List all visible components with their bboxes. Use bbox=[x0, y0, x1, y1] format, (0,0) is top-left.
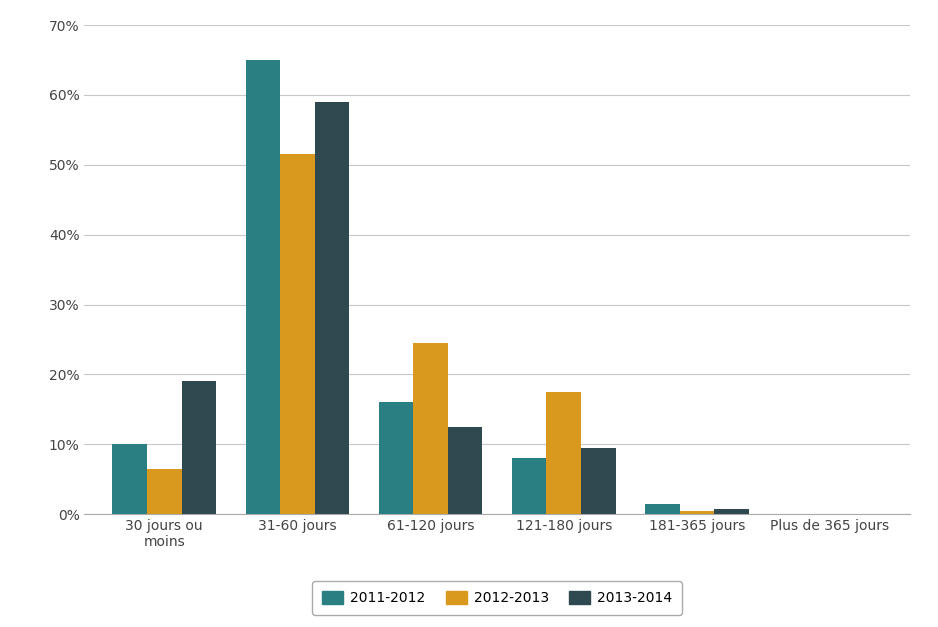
Bar bbox=[315, 102, 349, 514]
Bar bbox=[379, 403, 414, 514]
Bar bbox=[547, 392, 581, 514]
Bar bbox=[147, 469, 182, 514]
Bar bbox=[581, 448, 615, 514]
Bar bbox=[414, 343, 447, 514]
Legend: 2011-2012, 2012-2013, 2013-2014: 2011-2012, 2012-2013, 2013-2014 bbox=[312, 581, 682, 615]
Bar bbox=[679, 510, 714, 514]
Bar bbox=[280, 154, 315, 514]
Bar bbox=[714, 509, 749, 514]
Bar bbox=[182, 381, 217, 514]
Bar bbox=[512, 458, 547, 514]
Bar bbox=[246, 60, 280, 514]
Bar bbox=[645, 503, 679, 514]
Bar bbox=[113, 445, 147, 514]
Bar bbox=[447, 427, 482, 514]
